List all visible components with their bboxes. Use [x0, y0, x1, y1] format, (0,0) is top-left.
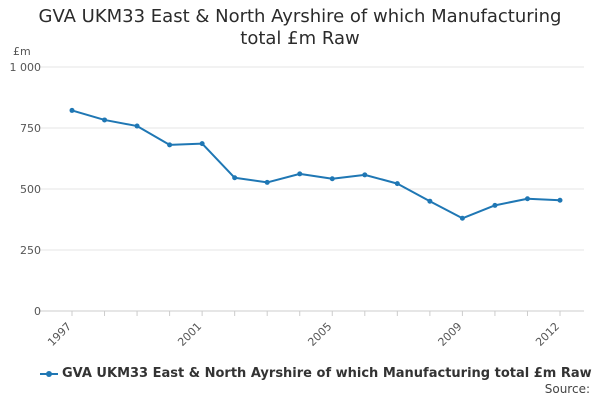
x-tick-label: 2001 [175, 320, 204, 349]
y-tick-label: 1 000 [10, 61, 42, 74]
data-point[interactable] [69, 107, 75, 113]
x-tick-label: 1997 [45, 320, 74, 349]
chart-title: GVA UKM33 East & North Ayrshire of which… [0, 6, 600, 50]
y-tick-label: 750 [20, 122, 41, 135]
data-point[interactable] [459, 215, 465, 221]
y-axis-unit: £m [13, 45, 31, 58]
data-point[interactable] [362, 172, 368, 178]
data-point[interactable] [167, 142, 173, 148]
data-point[interactable] [232, 175, 238, 181]
legend[interactable]: GVA UKM33 East & North Ayrshire of which… [40, 366, 592, 381]
data-point[interactable] [264, 179, 270, 185]
y-axis-ticks: 0 250 500 750 1 000 [10, 61, 42, 318]
data-point[interactable] [134, 123, 140, 129]
x-axis-ticks: 1997 2001 2005 2009 2012 [45, 311, 562, 349]
data-point[interactable] [297, 171, 303, 177]
data-point[interactable] [427, 198, 433, 204]
chart-title-line1: GVA UKM33 East & North Ayrshire of which… [38, 6, 562, 27]
data-point[interactable] [557, 197, 563, 203]
legend-swatch [40, 370, 58, 377]
data-point[interactable] [492, 202, 498, 208]
y-tick-label: 500 [20, 183, 41, 196]
chart-title-line2: total £m Raw [240, 28, 360, 49]
y-tick-label: 250 [20, 244, 41, 257]
data-point[interactable] [524, 196, 530, 202]
x-tick-label: 2012 [533, 320, 562, 349]
y-tick-label: 0 [34, 305, 41, 318]
x-tick-label: 2005 [305, 320, 334, 349]
series-group [69, 107, 563, 221]
data-point[interactable] [394, 181, 400, 187]
series-line [71, 109, 561, 220]
x-tick-label: 2009 [436, 320, 465, 349]
data-point[interactable] [329, 176, 335, 182]
gridlines [40, 66, 584, 312]
data-point[interactable] [199, 141, 205, 147]
source-label: Source: [544, 382, 590, 396]
data-point[interactable] [102, 117, 108, 123]
legend-label: GVA UKM33 East & North Ayrshire of which… [62, 366, 592, 381]
